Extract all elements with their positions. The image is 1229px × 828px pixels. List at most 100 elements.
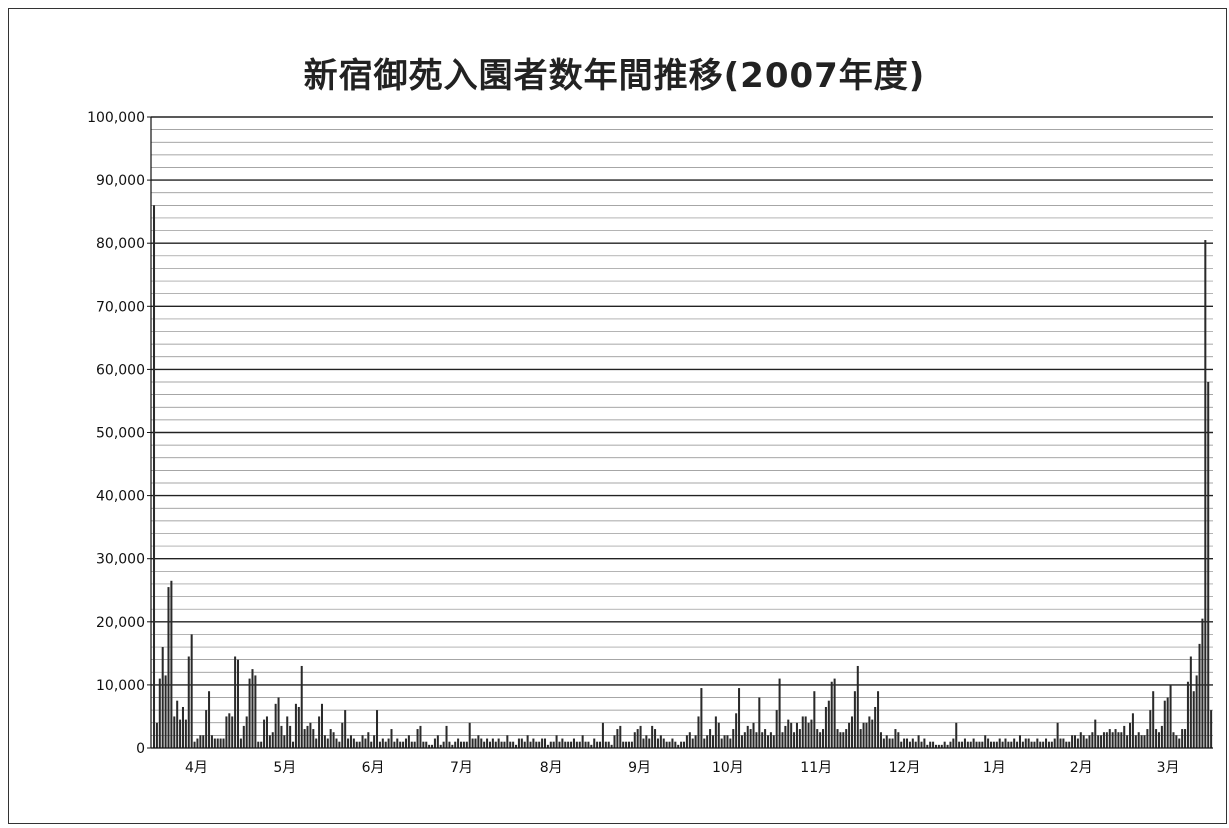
bar [738, 688, 741, 748]
bar [819, 732, 822, 748]
bar [709, 729, 712, 748]
bar [596, 741, 599, 748]
bar [277, 697, 280, 748]
bar [263, 719, 266, 748]
bar [1018, 735, 1021, 748]
x-tick-label: 4月 [185, 760, 208, 776]
bar [850, 716, 854, 748]
bar [697, 716, 700, 748]
y-tick-label: 50,000 [96, 426, 145, 442]
bar [236, 659, 240, 748]
bar [1021, 741, 1024, 748]
bar [349, 735, 352, 748]
bar [526, 735, 529, 748]
y-tick-label: 70,000 [96, 299, 145, 315]
bar [338, 741, 341, 748]
bar [604, 741, 607, 748]
y-tick-label: 10,000 [96, 678, 145, 694]
bar [303, 729, 306, 748]
bar [633, 732, 636, 748]
bar [1001, 741, 1004, 748]
bar [694, 735, 697, 748]
bar [433, 738, 436, 748]
bar [323, 735, 326, 748]
bar [384, 741, 387, 748]
bar [251, 669, 254, 748]
x-tick-label: 11月 [800, 760, 832, 776]
bar [865, 722, 868, 748]
bar [1146, 729, 1149, 748]
bar [862, 722, 865, 748]
bar [917, 735, 920, 748]
bar [882, 738, 885, 748]
bar [170, 580, 173, 748]
bar [1129, 722, 1132, 748]
bar [289, 725, 292, 748]
bar [222, 738, 225, 748]
bar [575, 741, 578, 748]
bar [506, 735, 509, 748]
bar [208, 691, 211, 748]
bar [1097, 735, 1100, 748]
bar [1140, 735, 1143, 748]
bar [532, 738, 535, 748]
bar [488, 741, 491, 748]
y-tick-label: 20,000 [96, 615, 145, 631]
bar [599, 741, 602, 748]
bar [975, 741, 978, 748]
bar [1024, 738, 1027, 748]
bar [268, 735, 271, 748]
bar [1039, 741, 1042, 748]
bar [271, 732, 274, 748]
bar [656, 738, 659, 748]
chart-title: 新宿御苑入園者数年間推移(2007年度) [303, 56, 926, 96]
bar [404, 738, 407, 748]
bar [1131, 713, 1134, 748]
bar [480, 738, 483, 748]
x-tick-label: 12月 [889, 760, 921, 776]
bar [439, 744, 442, 748]
bar [778, 678, 781, 748]
bar [1053, 738, 1056, 748]
bar [567, 741, 570, 748]
x-tick-label: 1月 [983, 760, 1006, 776]
bar [987, 738, 990, 748]
bar [410, 741, 413, 748]
bar [700, 688, 703, 748]
bar [1027, 738, 1030, 748]
bar [344, 710, 347, 748]
bar [607, 741, 610, 748]
bar [584, 741, 587, 748]
bar [891, 738, 894, 748]
bar [216, 738, 219, 748]
bar [723, 735, 726, 748]
bar [766, 735, 770, 748]
x-tick-label: 3月 [1157, 760, 1180, 776]
bar [729, 738, 732, 748]
bar [213, 738, 216, 748]
bar [205, 710, 208, 748]
y-tick-label: 100,000 [87, 110, 145, 126]
bar [616, 729, 619, 748]
bar [845, 729, 848, 748]
bar [830, 681, 833, 748]
bar [958, 741, 961, 748]
y-tick-label: 90,000 [96, 173, 145, 189]
bar [625, 741, 628, 748]
bar [911, 738, 914, 748]
bar [578, 741, 581, 748]
bar [1085, 738, 1088, 748]
bar [187, 656, 190, 748]
bar [839, 732, 842, 748]
bar [946, 744, 949, 748]
bar [352, 738, 355, 748]
bar [155, 722, 158, 748]
bar [561, 738, 564, 748]
bar [1123, 725, 1126, 748]
bar [373, 735, 376, 748]
bar [798, 729, 801, 748]
bar [370, 741, 373, 748]
y-tick-label: 80,000 [96, 236, 145, 252]
x-tick-label: 9月 [628, 760, 651, 776]
